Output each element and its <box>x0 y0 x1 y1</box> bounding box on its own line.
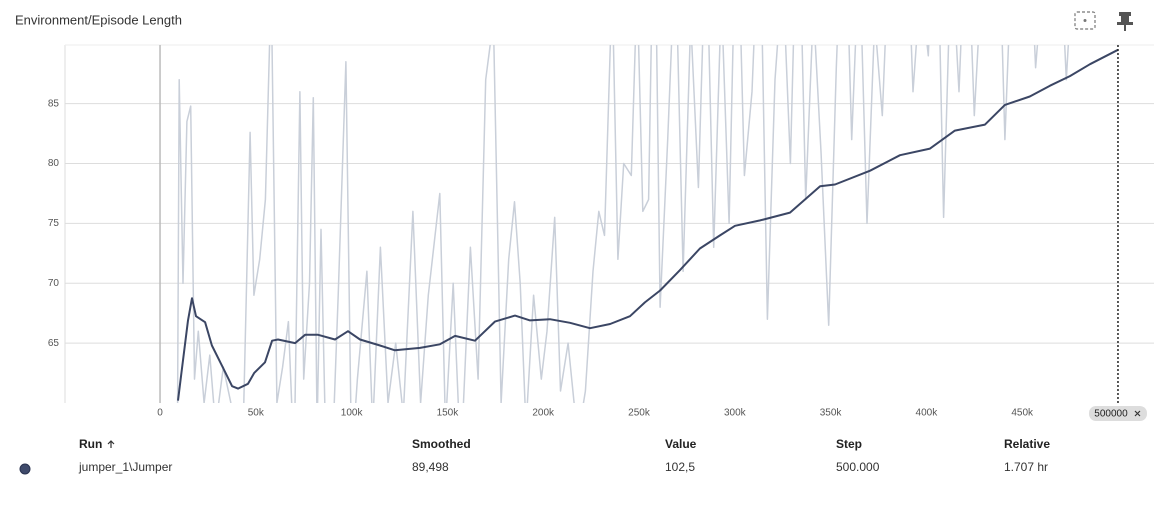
fit-domain-button[interactable] <box>1074 11 1096 30</box>
table-header: Value <box>665 437 697 451</box>
x-tick-label: 50k <box>248 408 265 419</box>
y-tick-label: 65 <box>48 338 60 349</box>
x-tick-label: 200k <box>532 408 555 419</box>
table-header: Run <box>79 437 102 451</box>
table-cell: 1.707 hr <box>1004 460 1048 474</box>
x-tick-label: 250k <box>628 408 651 419</box>
sort-arrow-icon[interactable] <box>107 440 115 448</box>
table-cell: 102,5 <box>665 460 695 474</box>
table-header: Step <box>836 437 862 451</box>
y-tick-label: 75 <box>48 218 60 229</box>
y-tick-label: 70 <box>48 278 60 289</box>
table-cell: jumper_1\Jumper <box>78 460 172 474</box>
pin-button[interactable] <box>1117 12 1133 31</box>
table-cell: 89,498 <box>412 460 449 474</box>
run-color-swatch <box>19 463 31 475</box>
smoothed-line <box>177 48 1119 401</box>
step-cursor-label: 500000 <box>1094 409 1128 420</box>
x-tick-label: 100k <box>341 408 364 419</box>
y-tick-label: 85 <box>48 98 60 109</box>
x-tick-label: 400k <box>916 408 939 419</box>
x-tick-label: 350k <box>820 408 843 419</box>
x-tick-label: 450k <box>1011 408 1034 419</box>
step-cursor-badge <box>1088 406 1147 421</box>
table-header: Relative <box>1004 437 1050 451</box>
card-title: Environment/Episode Length <box>15 12 182 27</box>
plot-area: 500000 <box>65 45 1154 421</box>
step-cursor-close <box>1134 410 1141 417</box>
table-header: Smoothed <box>412 437 471 451</box>
x-tick-label: 300k <box>724 408 747 419</box>
table-cell: 500.000 <box>836 460 880 474</box>
raw-line <box>176 45 1070 403</box>
x-tick-label: 150k <box>437 408 460 419</box>
x-tick-label: 0 <box>157 408 163 419</box>
y-tick-label: 80 <box>48 158 60 169</box>
